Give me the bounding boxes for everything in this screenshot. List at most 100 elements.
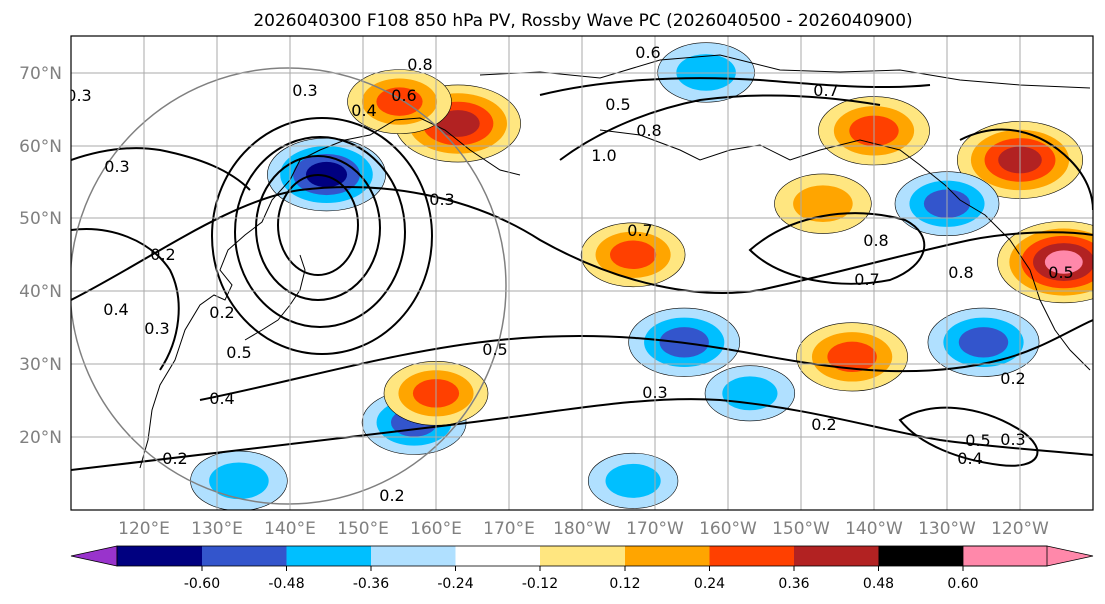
contour-line [559, 94, 881, 161]
colorbar-tick-label: -0.48 [268, 576, 304, 592]
lon-label: 150°E [337, 519, 389, 539]
contour-label: 0.5 [605, 95, 630, 114]
contour-label: 0.2 [209, 303, 234, 322]
contour-label: 0.7 [627, 221, 652, 240]
colorbar-tick-label: 0.36 [778, 576, 809, 592]
lat-label: 50°N [19, 209, 62, 229]
lat-label: 20°N [19, 428, 62, 448]
colorbar-segment [709, 546, 794, 566]
lon-label: 150°W [772, 519, 830, 539]
contour-label: 0.3 [429, 190, 454, 209]
contour-line [898, 406, 1039, 467]
lat-labels: 70°N 60°N 50°N 40°N 30°N 20°N [19, 64, 62, 448]
contour-line [211, 117, 433, 355]
colorbar-segment [202, 546, 287, 566]
contour-line [71, 228, 180, 371]
anomaly-patch [209, 462, 269, 500]
anomaly-patch [676, 54, 736, 91]
lon-label: 160°E [410, 519, 462, 539]
contour-label: 0.8 [948, 263, 973, 282]
contour-line [959, 128, 1093, 211]
lon-label: 120°W [991, 519, 1049, 539]
coastline-arctic [479, 54, 1091, 89]
contour-label: 0.3 [104, 157, 129, 176]
colorbar-frame [116, 545, 1048, 567]
projection-circle [71, 67, 507, 505]
contour-label: 0.6 [391, 86, 416, 105]
contour-line [539, 77, 931, 96]
anomaly-patch [436, 110, 480, 137]
lon-label: 160°W [699, 519, 757, 539]
colorbar-tick-label: -0.60 [184, 576, 220, 592]
anomaly-patch [793, 185, 853, 223]
anomaly-patch [1044, 250, 1083, 274]
lon-labels: 120°E 130°E 140°E 150°E 160°E 170°E 180°… [118, 519, 1049, 539]
gridlines [71, 36, 1093, 510]
contour-label: 0.8 [407, 55, 432, 74]
colorbar-tick-label: 0.48 [863, 576, 894, 592]
colorbar-tick-label: -0.36 [353, 576, 389, 592]
lon-label: 180°W [553, 519, 611, 539]
coastlines [139, 54, 1091, 469]
contour-label: 0.2 [1000, 369, 1025, 388]
contour-label: 0.3 [66, 86, 91, 105]
contour-line [234, 136, 406, 328]
colorbar-tick-label: 0.24 [694, 576, 725, 592]
contour-label: 0.5 [965, 431, 990, 450]
colorbar-segment [286, 546, 371, 566]
colorbar-segment [540, 546, 625, 566]
colorbar-right-arrow [962, 545, 1094, 567]
colorbar-left-arrow [70, 545, 118, 567]
lon-label: 170°W [626, 519, 684, 539]
contour-label: 0.4 [103, 300, 128, 319]
contour-label: 0.4 [957, 449, 982, 468]
map-panel: 0.6 0.8 0.7 0.3 0.4 0.6 0.5 1.0 0.8 0.7 … [19, 35, 1094, 539]
lon-label: 120°E [118, 519, 170, 539]
lat-label: 60°N [19, 137, 62, 157]
contour-label: 0.3 [642, 383, 667, 402]
contour-line [71, 147, 251, 191]
contour-label: 0.2 [379, 486, 404, 505]
anomaly-patch [605, 463, 661, 498]
contour-label: 0.2 [150, 245, 175, 264]
colorbar-ticks [201, 566, 964, 571]
lon-label: 130°E [191, 519, 243, 539]
anomaly-patch [958, 327, 1009, 358]
contour-line [277, 174, 359, 276]
pv-contours [71, 77, 1093, 471]
contour-label: 0.7 [854, 270, 879, 289]
colorbar-segment [625, 546, 710, 566]
contour-line [199, 319, 1093, 401]
colorbar-tick-label: 0.60 [947, 576, 978, 592]
contour-label: 0.8 [636, 121, 661, 140]
colorbar-tick-labels: -0.60 -0.48 -0.36 -0.24 -0.12 0.12 0.24 … [184, 576, 979, 592]
anomaly-patch [376, 87, 423, 116]
lat-label: 40°N [19, 282, 62, 302]
contour-line [255, 155, 381, 301]
contour-label: 0.3 [292, 81, 317, 100]
contour-label: 1.0 [591, 146, 616, 165]
colorbar-tick-label: -0.24 [437, 576, 473, 592]
contour-label: 0.5 [1048, 263, 1073, 282]
contour-label: 0.3 [144, 319, 169, 338]
lat-label: 30°N [19, 355, 62, 375]
contour-line [71, 186, 1093, 301]
coastline-asia [139, 117, 521, 469]
colorbar-segment [117, 546, 202, 566]
contour-labels: 0.6 0.8 0.7 0.3 0.4 0.6 0.5 1.0 0.8 0.7 … [66, 43, 1074, 505]
contour-line [71, 398, 1093, 471]
colorbar-segment [455, 546, 540, 566]
contour-label: 0.3 [1000, 430, 1025, 449]
coastline-north-america [599, 129, 1091, 371]
colorbar-segment [878, 546, 963, 566]
contour-label: 0.5 [482, 340, 507, 359]
colorbar: -0.60 -0.48 -0.36 -0.24 -0.12 0.12 0.24 … [70, 545, 1094, 592]
colorbar-segment [794, 546, 879, 566]
lon-label: 140°W [845, 519, 903, 539]
map-title: 2026040300 F108 850 hPa PV, Rossby Wave … [253, 11, 912, 31]
colorbar-tick-label: 0.12 [609, 576, 640, 592]
colorbar-segment [371, 546, 456, 566]
contour-label: 0.7 [813, 81, 838, 100]
lon-label: 130°W [918, 519, 976, 539]
